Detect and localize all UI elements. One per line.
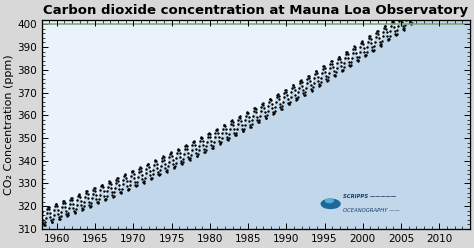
Circle shape bbox=[321, 199, 340, 209]
Y-axis label: CO₂ Concentration (ppm): CO₂ Concentration (ppm) bbox=[4, 54, 14, 195]
Title: Carbon dioxide concentration at Mauna Loa Observatory: Carbon dioxide concentration at Mauna Lo… bbox=[43, 4, 468, 17]
Circle shape bbox=[326, 199, 333, 203]
Text: OCEANOGRAPHY ——: OCEANOGRAPHY —— bbox=[344, 208, 400, 213]
Text: SCRIPPS —————: SCRIPPS ————— bbox=[344, 194, 397, 199]
